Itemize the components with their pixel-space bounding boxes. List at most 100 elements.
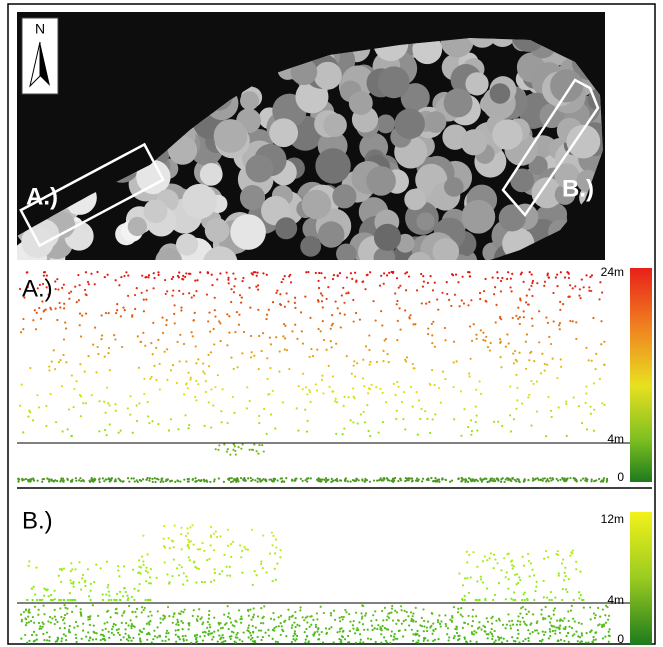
texture [525, 368, 527, 370]
texture [275, 546, 277, 548]
texture [435, 628, 437, 630]
scale-label: 4m [607, 593, 624, 607]
texture [344, 396, 346, 398]
texture [538, 310, 540, 312]
texture [170, 369, 172, 371]
texture [63, 622, 65, 624]
texture [292, 635, 294, 637]
texture [386, 477, 388, 479]
texture [544, 363, 546, 365]
texture [544, 631, 546, 633]
texture [164, 279, 166, 281]
texture [522, 617, 524, 619]
texture [447, 627, 449, 629]
texture [182, 622, 184, 624]
texture [510, 278, 512, 280]
texture [290, 281, 292, 283]
texture [205, 391, 207, 393]
texture [606, 481, 608, 483]
texture [85, 636, 87, 638]
texture [430, 477, 432, 479]
texture [581, 422, 583, 424]
texture [185, 575, 187, 577]
texture [153, 630, 155, 632]
texture [342, 618, 344, 620]
texture [445, 623, 447, 625]
texture [604, 364, 606, 366]
texture [48, 369, 50, 371]
texture [33, 622, 35, 624]
texture [210, 544, 212, 546]
texture [257, 288, 259, 290]
texture [374, 627, 376, 629]
texture [176, 619, 178, 621]
texture [247, 627, 249, 629]
texture [475, 334, 477, 336]
texture [182, 184, 217, 219]
texture [199, 548, 201, 550]
texture [499, 342, 501, 344]
texture [403, 620, 405, 622]
texture [171, 295, 173, 297]
texture [431, 633, 433, 635]
texture [503, 638, 505, 640]
texture [88, 480, 90, 482]
texture [108, 594, 110, 596]
texture [513, 640, 515, 642]
texture [142, 535, 144, 537]
texture [554, 597, 556, 599]
texture [531, 317, 533, 319]
north-label: N [35, 21, 45, 37]
texture [349, 91, 373, 115]
texture [602, 637, 604, 639]
texture [552, 478, 554, 480]
texture [532, 280, 534, 282]
texture [112, 626, 114, 628]
texture [113, 623, 115, 625]
texture [280, 615, 282, 617]
texture [513, 362, 515, 364]
texture [108, 637, 110, 639]
texture [40, 318, 42, 320]
texture [184, 609, 186, 611]
texture [512, 599, 514, 601]
texture [595, 631, 597, 633]
texture [423, 630, 425, 632]
texture [100, 634, 102, 636]
texture [46, 631, 48, 633]
texture [361, 478, 363, 480]
texture [558, 572, 560, 574]
texture [557, 639, 559, 641]
texture [409, 477, 411, 479]
texture [204, 372, 206, 374]
texture [605, 622, 607, 624]
texture [423, 620, 425, 622]
texture [572, 618, 574, 620]
texture [188, 556, 190, 558]
texture [563, 579, 565, 581]
texture [222, 637, 224, 639]
texture [562, 588, 564, 590]
texture [336, 478, 338, 480]
texture [138, 559, 140, 561]
texture [574, 285, 576, 287]
texture [43, 613, 45, 615]
texture [550, 410, 552, 412]
texture [273, 480, 275, 482]
texture [469, 640, 471, 642]
texture [141, 292, 143, 294]
texture [213, 328, 215, 330]
texture [87, 568, 89, 570]
texture [493, 641, 495, 643]
texture [599, 378, 601, 380]
texture [149, 599, 151, 601]
texture [119, 479, 121, 481]
texture [183, 393, 185, 395]
texture [176, 567, 178, 569]
texture [382, 392, 384, 394]
texture [179, 638, 181, 640]
texture [237, 446, 239, 448]
texture [204, 631, 206, 633]
texture [490, 83, 511, 104]
texture [550, 617, 552, 619]
